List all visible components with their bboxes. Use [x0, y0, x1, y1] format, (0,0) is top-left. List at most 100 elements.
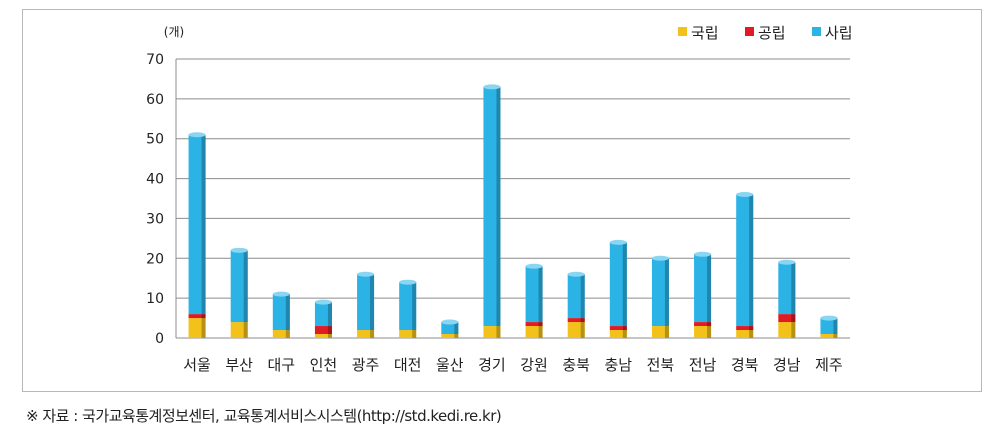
- bar-segment: [567, 318, 585, 323]
- bar-cap: [230, 247, 248, 253]
- bar-segment: [694, 326, 712, 338]
- bar-segment-side: [791, 322, 796, 338]
- bar-cap: [820, 315, 838, 321]
- bar-segment-side: [201, 134, 206, 315]
- bar-segment-side: [454, 334, 459, 338]
- bar-segment-side: [538, 266, 543, 323]
- bar-segment-side: [201, 314, 206, 319]
- chart-frame: 0 10 20 30 40 50 60 70 (개) 서울 부산 대구 인천 광주 대전 울산 경기 강원 충북 충남…: [22, 9, 982, 392]
- bar-segment-side: [370, 274, 375, 331]
- bar-segment: [609, 326, 627, 331]
- bar-segment: [736, 330, 754, 338]
- legend-label: 사립: [825, 24, 853, 42]
- bar-cap: [609, 239, 627, 245]
- bar-segment: [399, 330, 417, 338]
- bar-segment: [525, 266, 543, 323]
- bar-cap: [188, 132, 206, 138]
- bar-cap: [441, 319, 459, 325]
- bar-cap: [314, 299, 332, 305]
- bar-segment: [694, 254, 712, 323]
- bar-segment: [272, 294, 290, 331]
- bar-segment-side: [622, 330, 627, 338]
- bar-segment: [399, 282, 417, 331]
- y-tick-label: 70: [146, 52, 164, 68]
- bar-segment-side: [412, 330, 417, 338]
- bar-cap: [778, 259, 796, 265]
- bar-segment-side: [370, 330, 375, 338]
- y-tick-label: 40: [146, 172, 164, 188]
- x-category-label: 전북: [647, 356, 675, 374]
- bar-segment-side: [201, 318, 206, 338]
- y-tick-label: 60: [146, 92, 164, 108]
- bar-segment-side: [496, 86, 501, 327]
- bar-segment-side: [749, 326, 754, 331]
- bar-segment: [567, 274, 585, 319]
- bar-segment-side: [622, 326, 627, 331]
- bar-segment: [778, 314, 796, 323]
- bar-cap: [567, 271, 585, 277]
- bar-segment-side: [664, 326, 669, 338]
- bar-segment: [230, 322, 248, 338]
- bar-cap: [483, 84, 501, 90]
- bar-segment: [314, 302, 332, 327]
- bar-segment-side: [791, 262, 796, 315]
- x-category-label: 경기: [478, 356, 506, 374]
- bar-segment-side: [580, 322, 585, 338]
- bar-segment-side: [496, 326, 501, 338]
- bar-cap: [357, 271, 375, 277]
- bar-segment-side: [707, 326, 712, 338]
- bar-segment: [778, 322, 796, 338]
- bar-cap: [525, 263, 543, 269]
- bar-segment: [525, 326, 543, 338]
- x-category-label: 광주: [352, 356, 380, 374]
- bar-segment: [272, 330, 290, 338]
- bar-segment-side: [285, 294, 290, 331]
- bar-segment: [188, 134, 206, 315]
- bar-cap: [736, 192, 754, 198]
- bar-segment-side: [664, 258, 669, 327]
- bar-segment-side: [707, 254, 712, 323]
- bar-segment-side: [791, 314, 796, 323]
- x-category-label: 부산: [225, 356, 253, 374]
- bar-segment-side: [454, 322, 459, 335]
- x-category-label: 대구: [268, 356, 296, 374]
- bar-segment: [314, 334, 332, 338]
- bar-segment: [694, 322, 712, 327]
- bar-cap: [694, 251, 712, 257]
- legend-swatch: [812, 27, 821, 36]
- y-tick-label: 50: [146, 132, 164, 148]
- bar-segment: [230, 250, 248, 323]
- bar-segment: [483, 326, 501, 338]
- bar-segment: [441, 334, 459, 338]
- x-category-label: 전남: [689, 356, 717, 374]
- x-category-label: 서울: [183, 356, 211, 374]
- bar-segment: [441, 322, 459, 335]
- bar-segment-side: [327, 326, 332, 335]
- bar-segment-side: [833, 318, 838, 335]
- y-tick-label: 0: [155, 331, 164, 347]
- bar-segment: [188, 314, 206, 319]
- legend-swatch: [745, 27, 754, 36]
- y-tick-label: 30: [146, 211, 164, 227]
- bar-segment-side: [327, 334, 332, 338]
- bar-segment-side: [749, 194, 754, 327]
- x-category-label: 제주: [815, 356, 843, 374]
- bar-segment: [609, 330, 627, 338]
- x-category-label: 충북: [562, 356, 590, 374]
- bar-segment-side: [707, 322, 712, 327]
- bar-segment-side: [243, 322, 248, 338]
- bar-cap: [272, 291, 290, 297]
- y-unit-label: (개): [164, 25, 184, 39]
- bar-segment: [820, 334, 838, 338]
- bar-segment: [736, 326, 754, 331]
- bar-segment: [778, 262, 796, 315]
- x-category-label: 인천: [310, 356, 338, 374]
- x-category-label: 울산: [436, 356, 464, 374]
- bar-segment: [820, 318, 838, 335]
- bar-segment: [314, 326, 332, 335]
- legend-swatch: [678, 27, 687, 36]
- bar-segment: [525, 322, 543, 327]
- y-tick-label: 20: [146, 251, 164, 267]
- bar-segment: [736, 194, 754, 327]
- x-category-label: 대전: [394, 356, 422, 374]
